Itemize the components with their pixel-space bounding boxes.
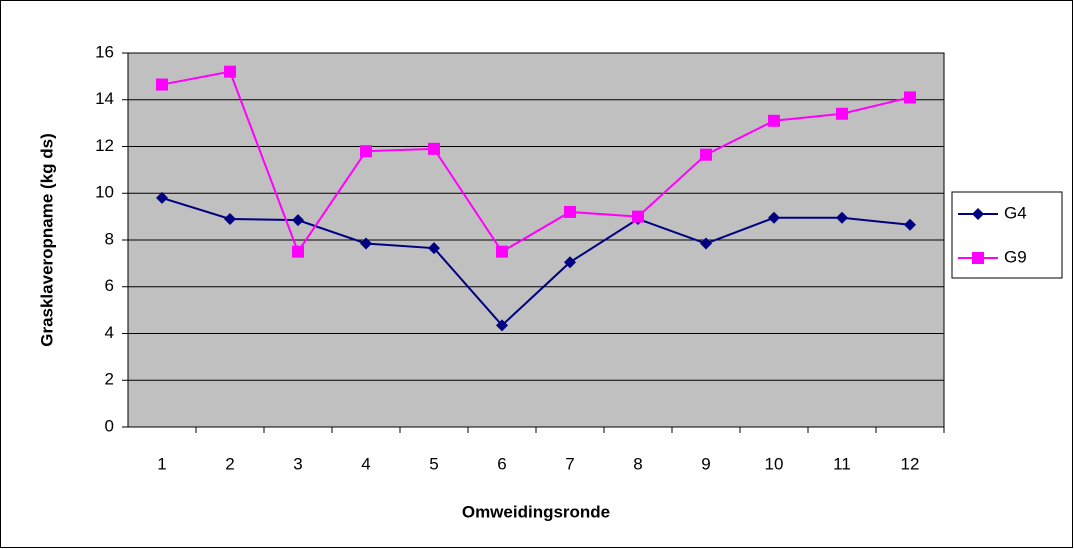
point (564, 205, 576, 218)
y-tick-label: 16 (95, 42, 114, 61)
point (904, 218, 916, 231)
point (836, 211, 848, 224)
point (156, 191, 168, 204)
point (428, 242, 440, 255)
point (292, 245, 304, 258)
x-tick-label: 4 (361, 454, 370, 473)
x-tick-label: 1 (157, 454, 166, 473)
y-axis-label: Grasklaveropname (kg ds) (37, 133, 56, 347)
y-tick-label: 6 (105, 276, 114, 295)
legend-label: G9 (1004, 247, 1027, 266)
point (496, 245, 508, 258)
point (496, 319, 508, 332)
x-tick-label: 8 (633, 454, 642, 473)
x-axis-label: Omweidingsronde (462, 502, 610, 521)
x-tick-label: 3 (293, 454, 302, 473)
point (224, 65, 236, 78)
point (700, 237, 712, 250)
y-tick-label: 0 (105, 416, 114, 435)
point (632, 210, 644, 223)
y-tick-label: 12 (95, 136, 114, 155)
point (904, 91, 916, 104)
y-tick-label: 10 (95, 183, 114, 202)
y-tick-label: 4 (105, 323, 114, 342)
point (428, 142, 440, 155)
point (156, 78, 168, 91)
point (972, 252, 984, 264)
point (700, 148, 712, 161)
point (768, 211, 780, 224)
y-tick-label: 14 (95, 89, 114, 108)
point (292, 214, 304, 227)
point (564, 256, 576, 269)
legend (951, 191, 1063, 279)
x-tick-label: 6 (497, 454, 506, 473)
y-tick-label: 2 (105, 370, 114, 389)
x-tick-label: 9 (701, 454, 710, 473)
x-tick-label: 10 (765, 454, 784, 473)
point (360, 237, 372, 250)
point (972, 208, 984, 220)
x-tick-label: 5 (429, 454, 438, 473)
x-tick-label: 12 (901, 454, 920, 473)
point (836, 107, 848, 120)
x-tick-label: 2 (225, 454, 234, 473)
point (360, 145, 372, 158)
legend-label: G4 (1004, 203, 1027, 222)
point (768, 114, 780, 127)
x-tick-label: 11 (833, 454, 851, 473)
series-line (161, 70, 911, 254)
point (224, 212, 236, 225)
x-tick-label: 7 (565, 454, 574, 473)
y-tick-label: 8 (105, 229, 114, 248)
